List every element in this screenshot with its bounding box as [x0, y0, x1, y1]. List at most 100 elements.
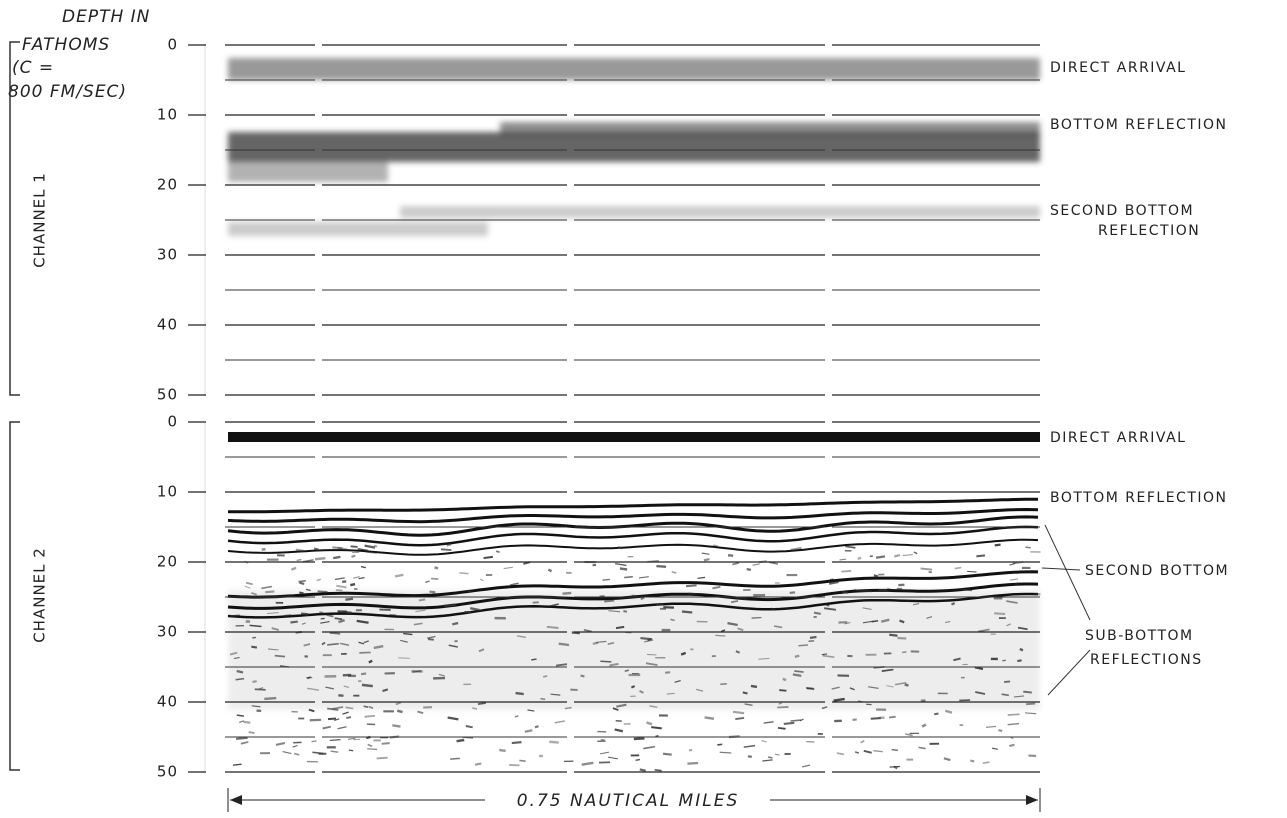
speckle	[944, 758, 950, 760]
speckle	[361, 674, 366, 675]
speckle	[814, 613, 821, 614]
speckle	[921, 568, 933, 569]
speckle	[951, 603, 954, 604]
speckle	[903, 555, 913, 556]
annotation: REFLECTION	[1098, 223, 1200, 239]
speckle	[784, 723, 794, 724]
band	[400, 206, 1040, 218]
speckle	[934, 714, 938, 715]
speckle	[783, 679, 786, 680]
speckle	[686, 585, 697, 586]
y-tick-label: 50	[157, 386, 178, 404]
scale-bar: 0.75 NAUTICAL MILES	[228, 788, 1040, 812]
speckle	[600, 752, 609, 754]
speckle	[283, 752, 292, 754]
speckle	[976, 555, 985, 556]
band	[228, 132, 1040, 162]
speckle	[251, 647, 257, 648]
speckle	[431, 578, 438, 579]
speckle	[265, 591, 274, 592]
speckle	[531, 659, 536, 660]
speckle	[894, 555, 900, 557]
y-tick-label: 20	[157, 553, 178, 571]
speckle	[837, 753, 844, 754]
speckle	[419, 599, 425, 600]
channel-label: CHANNEL 2	[31, 547, 49, 643]
speckle	[246, 583, 253, 585]
speckle	[365, 716, 375, 717]
speckle	[914, 552, 917, 554]
speckle	[368, 744, 372, 746]
band	[500, 122, 1040, 136]
leader-line	[1042, 568, 1080, 570]
speckle	[720, 752, 732, 753]
speckle	[516, 693, 524, 694]
speckle	[1008, 714, 1020, 715]
speckle	[318, 591, 328, 592]
speckle	[237, 715, 244, 716]
axis-title: DEPTH IN FATHOMS (C = 800 FM/SEC)	[8, 7, 150, 102]
speckle	[715, 635, 725, 636]
speckle	[871, 718, 881, 719]
speckle	[860, 741, 864, 743]
speckle	[335, 618, 343, 619]
record-channel-2	[228, 432, 1041, 771]
speckle	[264, 698, 276, 699]
speckle	[640, 769, 646, 770]
speckle	[646, 722, 652, 724]
speckle	[688, 593, 696, 594]
speckle	[735, 718, 744, 719]
speckle	[314, 549, 319, 550]
speckle	[667, 693, 675, 694]
speckle	[504, 567, 513, 568]
speckle	[582, 763, 594, 765]
speckle	[793, 674, 801, 675]
annotation: DIRECT ARRIVAL	[1050, 430, 1186, 446]
speckle	[499, 750, 505, 751]
speckle	[333, 557, 340, 558]
speckle	[1025, 713, 1036, 714]
annotation: BOTTOM REFLECTION	[1050, 117, 1228, 133]
annotation: DIRECT ARRIVAL	[1050, 60, 1186, 76]
speckle	[397, 711, 402, 712]
speckle	[374, 646, 383, 648]
speckle	[392, 725, 400, 726]
speckle	[656, 604, 663, 605]
speckle	[261, 587, 271, 589]
speckle	[519, 760, 525, 761]
speckle	[682, 611, 692, 612]
speckle	[625, 670, 629, 671]
speckle	[448, 717, 459, 719]
speckle	[435, 567, 439, 568]
speckle	[858, 558, 861, 559]
speckle	[1020, 649, 1023, 650]
annotation: SECOND BOTTOM	[1085, 563, 1229, 579]
speckle	[299, 592, 303, 593]
speckle	[255, 689, 266, 690]
speckle	[841, 571, 851, 572]
speckle	[1010, 579, 1018, 580]
speckle	[737, 598, 747, 599]
speckle	[802, 765, 810, 767]
speckle	[687, 763, 698, 764]
speckle	[398, 658, 410, 659]
speckle	[563, 593, 572, 594]
speckle	[275, 656, 285, 657]
speckle	[651, 727, 662, 728]
speckle	[350, 584, 355, 585]
y-tick-label: 30	[157, 623, 178, 641]
speckle	[768, 757, 772, 758]
speckle	[743, 692, 748, 693]
speckle	[472, 708, 477, 709]
speckle	[905, 734, 912, 736]
speckle	[1025, 547, 1030, 548]
speckle	[459, 573, 468, 574]
speckle	[636, 759, 640, 760]
speckle	[298, 581, 305, 582]
speckle	[362, 685, 373, 686]
speckle	[549, 742, 559, 743]
band	[228, 162, 388, 182]
speckle	[744, 746, 755, 747]
speckle	[403, 634, 412, 635]
speckle	[346, 717, 351, 718]
